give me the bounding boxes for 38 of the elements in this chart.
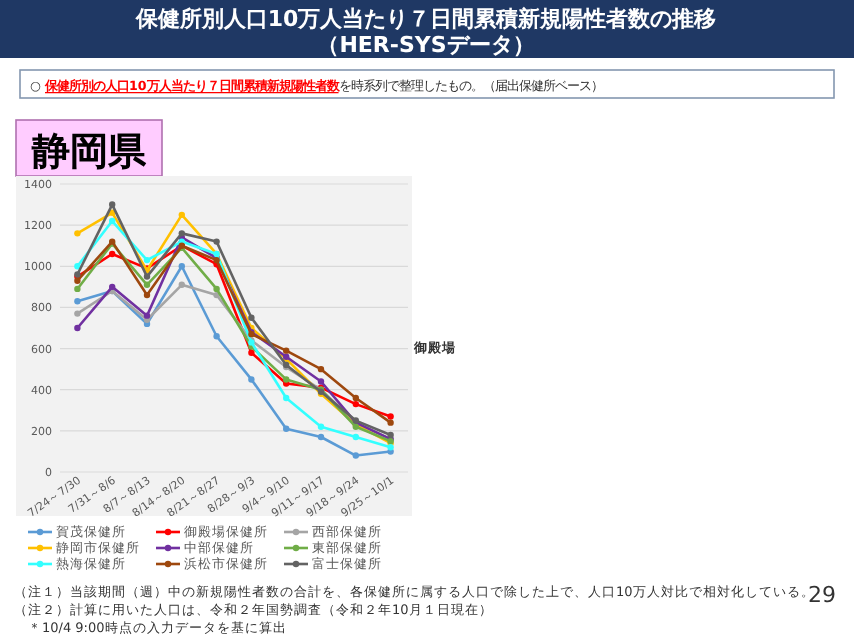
point xyxy=(74,310,81,317)
point xyxy=(109,250,116,258)
point xyxy=(352,394,359,402)
point xyxy=(74,230,81,237)
point xyxy=(283,347,290,354)
point xyxy=(74,324,81,332)
point xyxy=(109,201,116,208)
point xyxy=(352,433,359,441)
point xyxy=(143,281,151,288)
point xyxy=(178,263,185,270)
point xyxy=(387,419,394,426)
point xyxy=(317,378,325,385)
point xyxy=(213,238,220,245)
point xyxy=(109,217,116,225)
point xyxy=(74,298,81,305)
point xyxy=(387,413,394,420)
point xyxy=(283,425,290,432)
text: 静岡県 xyxy=(30,130,148,174)
point xyxy=(352,452,359,459)
point xyxy=(213,333,220,340)
line-series xyxy=(74,263,394,459)
point xyxy=(317,365,325,373)
point xyxy=(248,376,255,383)
chart-subtitle: （HER-SYSデータ） xyxy=(317,32,535,58)
point xyxy=(213,285,220,293)
point xyxy=(178,211,185,219)
point xyxy=(74,285,81,293)
point xyxy=(317,433,325,441)
point xyxy=(143,273,151,280)
point xyxy=(143,291,151,299)
point xyxy=(143,256,151,264)
chart-title: 保健所別人口10万人当たり７日間累積新規陽性者数の推移 xyxy=(133,6,717,32)
point xyxy=(317,423,325,430)
point xyxy=(248,314,255,321)
point xyxy=(352,400,359,408)
point xyxy=(283,394,290,402)
point xyxy=(178,281,185,288)
point xyxy=(248,349,255,356)
